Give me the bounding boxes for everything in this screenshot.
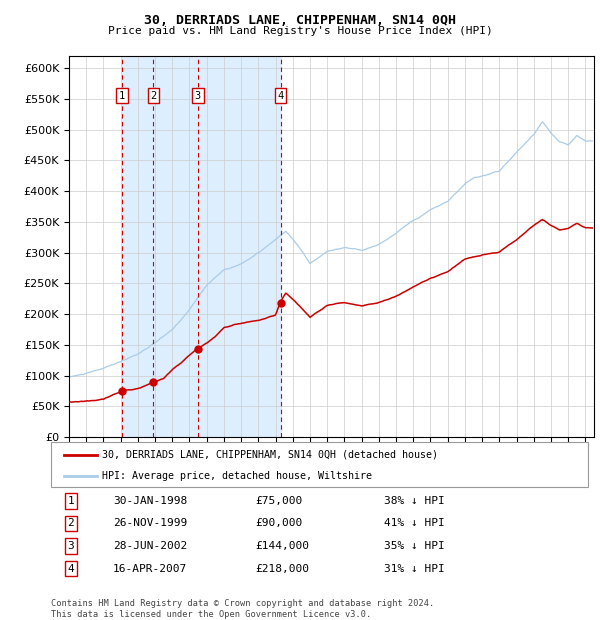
Text: 31% ↓ HPI: 31% ↓ HPI bbox=[384, 564, 445, 574]
Text: Price paid vs. HM Land Registry's House Price Index (HPI): Price paid vs. HM Land Registry's House … bbox=[107, 26, 493, 36]
Text: 16-APR-2007: 16-APR-2007 bbox=[113, 564, 187, 574]
Text: 41% ↓ HPI: 41% ↓ HPI bbox=[384, 518, 445, 528]
Text: 26-NOV-1999: 26-NOV-1999 bbox=[113, 518, 187, 528]
FancyBboxPatch shape bbox=[51, 442, 588, 487]
Text: 1: 1 bbox=[67, 496, 74, 506]
Text: 3: 3 bbox=[67, 541, 74, 551]
Text: 35% ↓ HPI: 35% ↓ HPI bbox=[384, 541, 445, 551]
Text: 2: 2 bbox=[150, 91, 157, 101]
Text: This data is licensed under the Open Government Licence v3.0.: This data is licensed under the Open Gov… bbox=[51, 610, 371, 619]
Text: 30, DERRIADS LANE, CHIPPENHAM, SN14 0QH (detached house): 30, DERRIADS LANE, CHIPPENHAM, SN14 0QH … bbox=[102, 450, 438, 459]
Text: 1: 1 bbox=[119, 91, 125, 101]
Text: Contains HM Land Registry data © Crown copyright and database right 2024.: Contains HM Land Registry data © Crown c… bbox=[51, 599, 434, 608]
Text: 2: 2 bbox=[67, 518, 74, 528]
Text: £218,000: £218,000 bbox=[255, 564, 309, 574]
Text: HPI: Average price, detached house, Wiltshire: HPI: Average price, detached house, Wilt… bbox=[102, 471, 372, 480]
Bar bbox=[122, 56, 281, 437]
Text: 4: 4 bbox=[277, 91, 284, 101]
Text: 30, DERRIADS LANE, CHIPPENHAM, SN14 0QH: 30, DERRIADS LANE, CHIPPENHAM, SN14 0QH bbox=[144, 14, 456, 27]
Text: £90,000: £90,000 bbox=[255, 518, 302, 528]
Text: 3: 3 bbox=[195, 91, 201, 101]
Text: £144,000: £144,000 bbox=[255, 541, 309, 551]
Text: 28-JUN-2002: 28-JUN-2002 bbox=[113, 541, 187, 551]
Text: 30-JAN-1998: 30-JAN-1998 bbox=[113, 496, 187, 506]
Text: 4: 4 bbox=[67, 564, 74, 574]
Text: 38% ↓ HPI: 38% ↓ HPI bbox=[384, 496, 445, 506]
Text: £75,000: £75,000 bbox=[255, 496, 302, 506]
